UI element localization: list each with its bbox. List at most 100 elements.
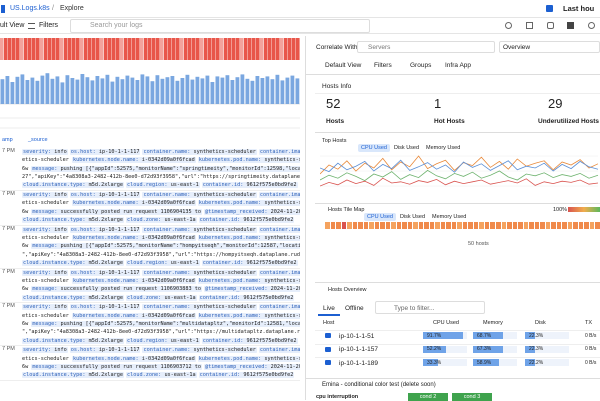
field-value: info xyxy=(54,149,67,155)
histogram-bar xyxy=(85,77,90,104)
source-select[interactable] xyxy=(357,41,495,53)
log-field: cloud.instance.type: m5d.2xlarge xyxy=(22,294,124,301)
heat-cell xyxy=(228,38,232,60)
field-value: i-0342d09a0f6fcad xyxy=(141,157,195,164)
toolbar-item[interactable]: Groups xyxy=(410,62,432,69)
heat-cell xyxy=(12,38,16,60)
filter-box[interactable] xyxy=(375,301,485,314)
field-value: 9612f575e0bd9fe2 xyxy=(243,216,294,223)
log-field: container.name: synthetics-scheduler xyxy=(142,347,257,354)
histogram-bar xyxy=(130,77,135,104)
tab[interactable]: CPU Used xyxy=(364,213,396,221)
host-icon xyxy=(325,346,331,352)
log-time: 7 PM xyxy=(2,268,15,275)
field-value: i-0342d09a0f6fcad xyxy=(141,278,195,284)
field-value: info xyxy=(54,192,67,198)
log-field: os.host: ip-10-1-1-117 xyxy=(69,226,141,233)
field-value: synthetics-scheduler-f7dbfc6db-57 xyxy=(264,200,300,207)
bar-track xyxy=(423,359,467,366)
stat-label: Hosts xyxy=(326,118,345,125)
logo xyxy=(1,5,5,13)
histogram-bar xyxy=(115,76,120,104)
field-value: pushing [{"appId":52575,"monitorName":"h… xyxy=(60,243,301,250)
tab[interactable]: Disk Used xyxy=(399,214,426,220)
heat-cell xyxy=(24,38,28,60)
log-field: @timestamp_received: 2024-11-20T11:50:57… xyxy=(204,286,300,293)
top-bar xyxy=(0,0,600,18)
log-field: kubernetes.node.name: i-0342d09a0f6fcad xyxy=(71,278,196,284)
section-title: Hosts Overview xyxy=(328,287,367,293)
tile xyxy=(573,222,578,229)
histogram-bar xyxy=(15,76,20,104)
heat-cell xyxy=(136,38,140,60)
column-header[interactable]: _source xyxy=(28,137,48,143)
log-field: container.image.name: sematext/synt xyxy=(258,347,300,354)
breadcrumb-page: Explore xyxy=(60,5,84,12)
apps-icon[interactable] xyxy=(546,5,553,12)
filters-button[interactable]: Filters xyxy=(39,22,59,29)
log-field: @timestamp_received: 2024-11-20T11:50:57… xyxy=(204,364,300,370)
time-range[interactable]: Last hou xyxy=(563,4,595,13)
log-field: container.image.name: sematext/synt xyxy=(258,149,300,155)
log-line: 6w message: pushing [{"appId":52575,"mon… xyxy=(0,242,300,250)
field-key: @timestamp_received: xyxy=(205,286,268,293)
log-separator xyxy=(0,224,300,226)
histogram-bar xyxy=(65,75,70,104)
breadcrumb-app[interactable]: US.Logs.k8s xyxy=(10,5,50,12)
column-header[interactable]: amp xyxy=(2,137,13,143)
toolbar-item[interactable]: Infra App xyxy=(445,62,472,69)
log-field: severity: info xyxy=(22,192,68,198)
log-field: container.image.name: sematext/synt xyxy=(258,269,300,276)
field-key: @timestamp_received: xyxy=(205,208,268,215)
log-field: container.image.name: sematext/synt xyxy=(258,304,300,311)
tile xyxy=(435,222,440,229)
field-value: info xyxy=(54,269,67,276)
field-key: os.host: xyxy=(70,226,96,233)
field-key: cloud.zone: xyxy=(126,216,162,223)
tab[interactable]: Memory Used xyxy=(432,214,467,220)
cell-value: 0 B/s xyxy=(585,359,597,366)
toolbar-item[interactable]: Filters xyxy=(374,62,392,69)
search-box[interactable] xyxy=(70,19,370,33)
top-hosts-chart xyxy=(320,155,599,187)
tile xyxy=(341,222,347,229)
log-text: 6w xyxy=(22,243,29,250)
tab[interactable]: Disk Used xyxy=(393,145,420,151)
divider xyxy=(315,203,600,204)
tab[interactable]: Live xyxy=(323,305,335,312)
log-time: 7 PM xyxy=(2,148,15,154)
tab[interactable]: Offline xyxy=(345,305,364,312)
log-line: severity: info os.host: ip-10-1-1-117 cont… xyxy=(0,148,300,156)
log-field: cloud.zone: us-east-1a xyxy=(125,372,197,379)
log-field: cloud.zone: us-east-1a xyxy=(125,294,197,301)
heat-cell xyxy=(36,38,40,60)
histogram-bar xyxy=(295,78,300,104)
heat-cell xyxy=(220,38,224,60)
log-text: etics-scheduler xyxy=(22,278,69,284)
histogram-bar xyxy=(245,78,250,104)
tile xyxy=(507,222,512,229)
toolbar-item[interactable]: Default View xyxy=(325,62,362,69)
field-value: us-east-1a xyxy=(164,294,196,301)
field-key: cloud.instance.type: xyxy=(23,337,86,344)
heat-cell xyxy=(256,38,260,60)
hosts-table: Host CPU Used Memory Disk TX ip-10-1-1-51 91.7… xyxy=(315,318,600,378)
log-field: cloud.zone: us-east-1a xyxy=(125,216,197,223)
log-field: cloud.instance.type: m5d.2xlarge xyxy=(22,182,124,189)
field-value: info xyxy=(54,347,67,354)
log-field: cloud.instance.type: m5d.2xlarge xyxy=(22,259,124,266)
log-field: message: successfully posted run request… xyxy=(31,286,203,293)
field-key: os.host: xyxy=(70,269,96,276)
field-value: synthetics-scheduler-f7dbfc6db-57 xyxy=(264,312,300,319)
histogram-bar xyxy=(185,74,190,104)
log-field: container.name: synthetics-scheduler xyxy=(142,192,257,198)
tab[interactable]: Memory Used xyxy=(426,145,461,151)
field-key: kubernetes.node.name: xyxy=(72,312,139,319)
histogram-bar xyxy=(155,75,160,104)
field-value: us-east-1 xyxy=(170,337,199,344)
tab[interactable]: CPU Used xyxy=(358,144,390,152)
default-view[interactable]: ult View xyxy=(0,22,25,29)
host-icon xyxy=(325,333,331,338)
field-key: os.host: xyxy=(70,149,96,155)
bar xyxy=(423,332,464,339)
